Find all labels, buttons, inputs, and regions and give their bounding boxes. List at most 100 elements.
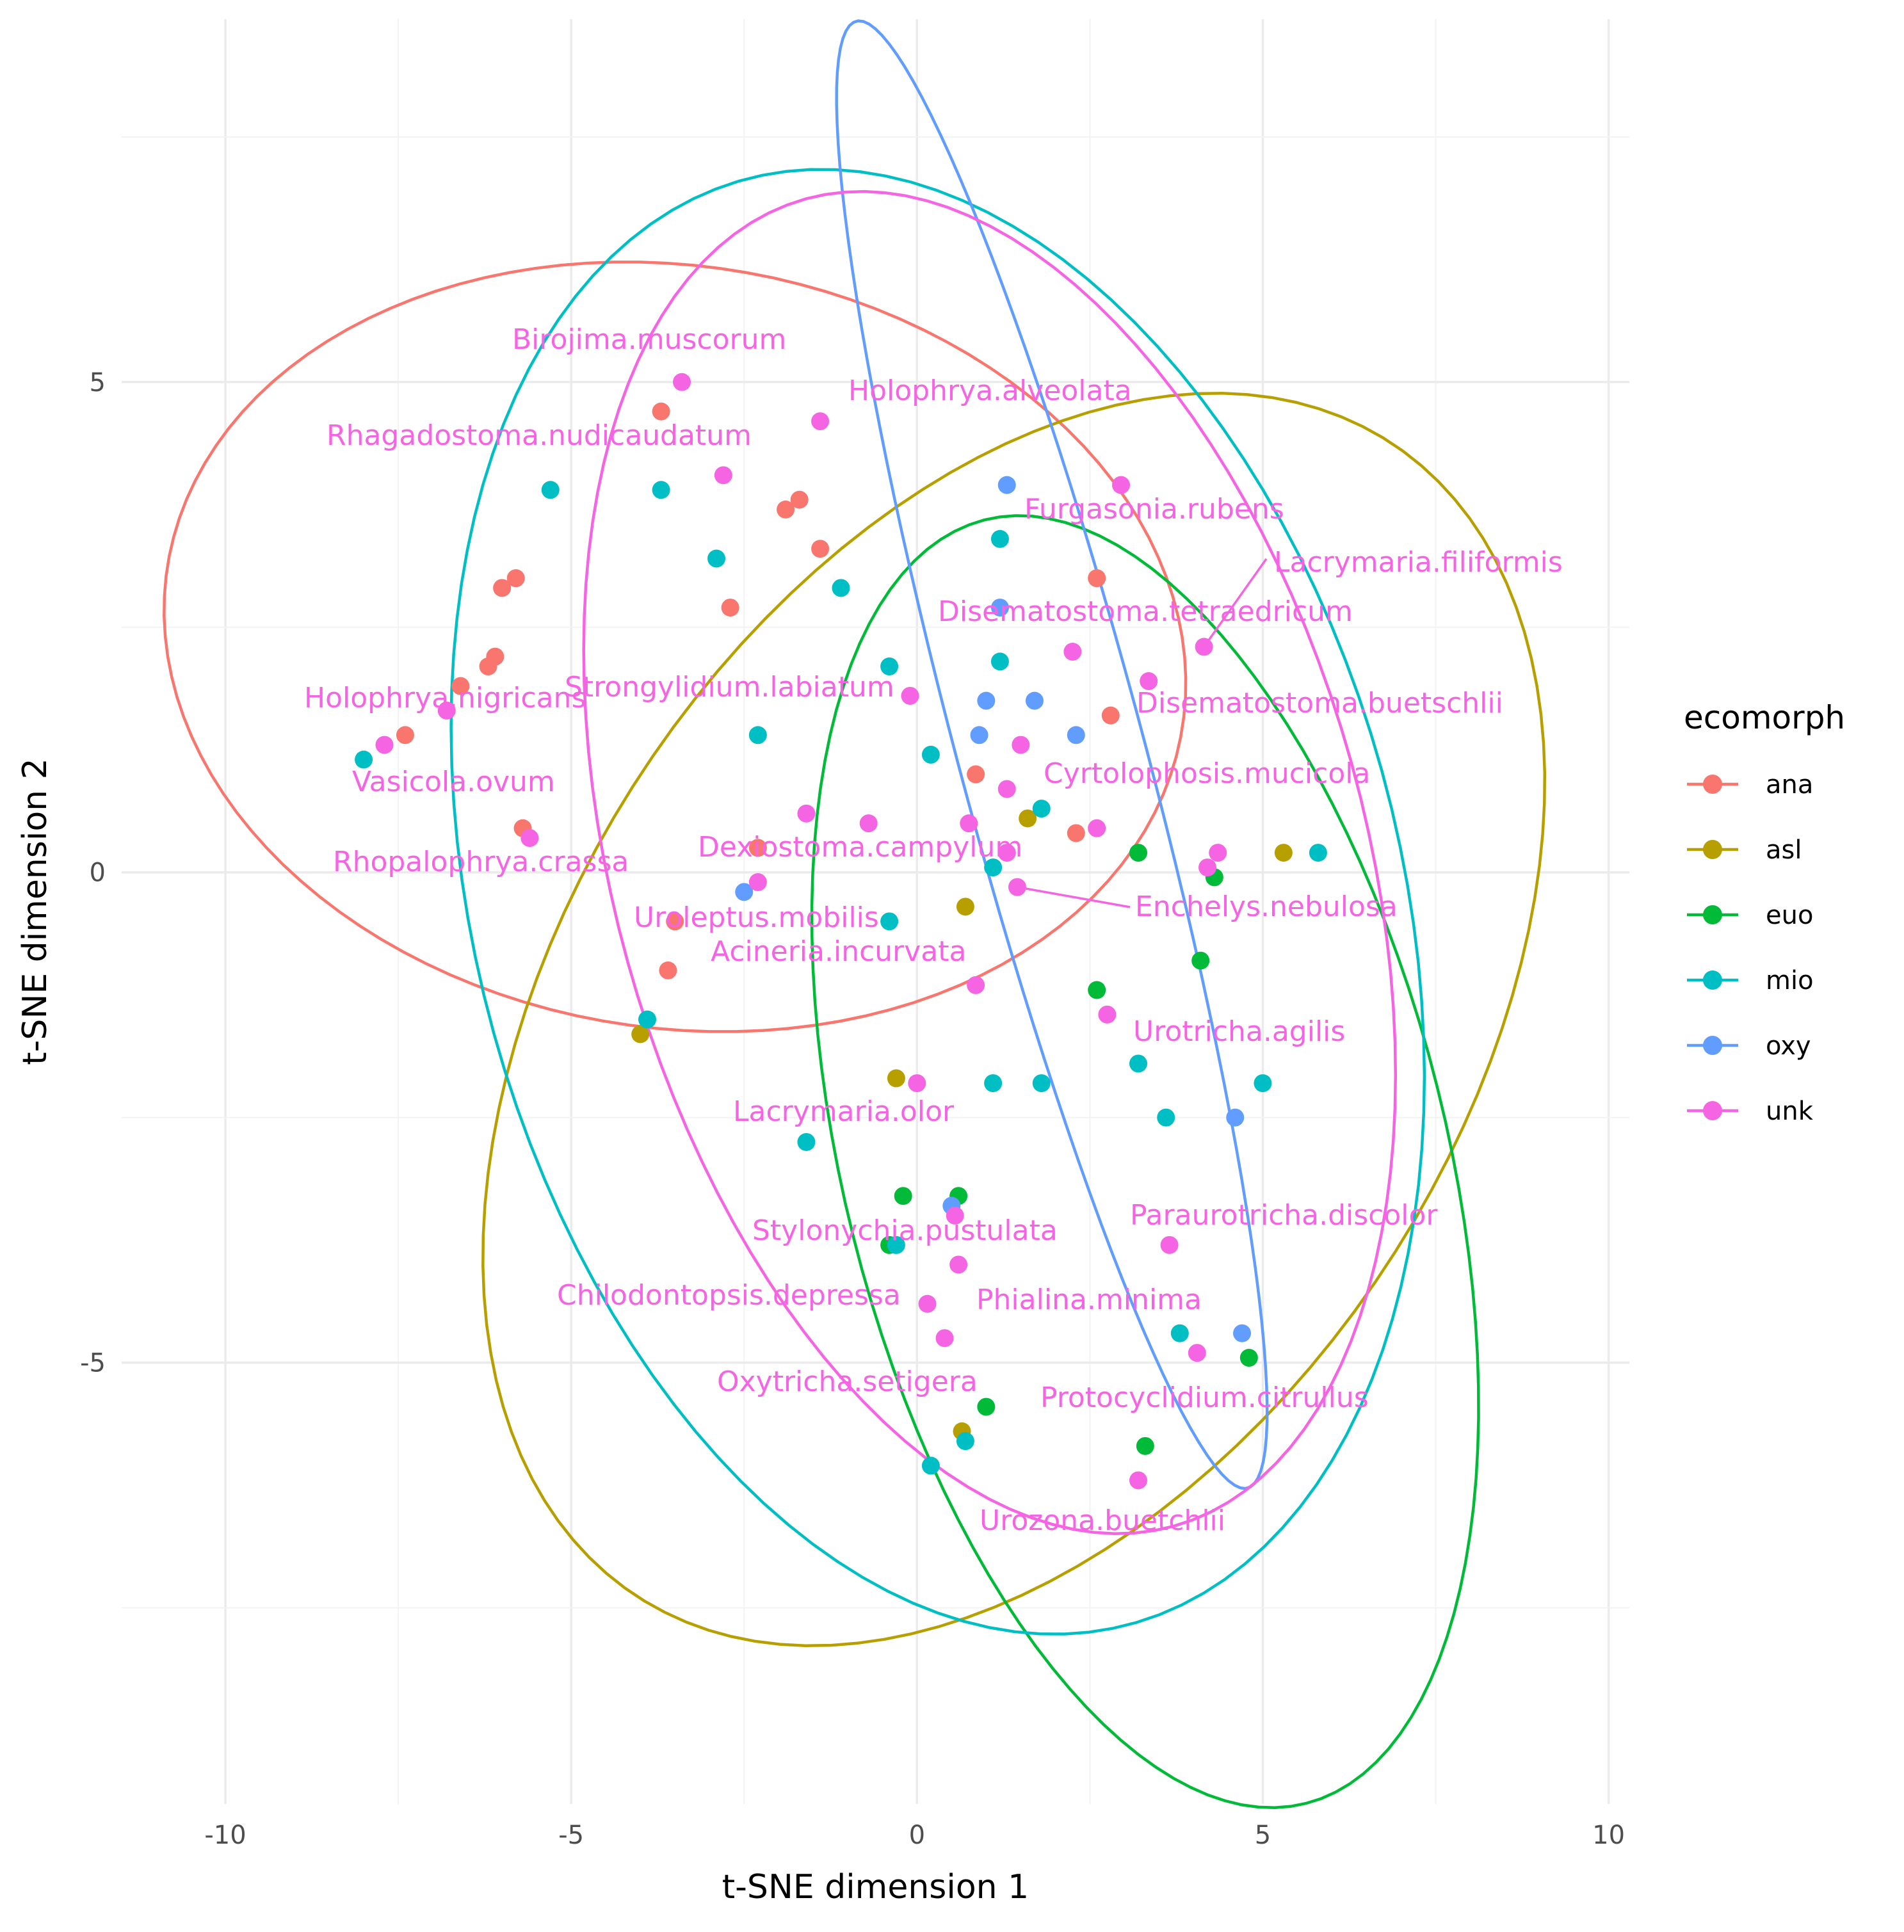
legend-key-point	[1703, 905, 1722, 924]
point-oxy	[1067, 726, 1085, 745]
ellipse-oxy	[835, 19, 1269, 1490]
point-oxy	[1226, 1108, 1245, 1127]
point-oxy	[735, 883, 754, 901]
point-label: Oxytricha.setigera	[717, 1365, 978, 1398]
point-unk	[901, 686, 919, 705]
point-label: Holophrya.nigricans	[304, 682, 586, 714]
legend-key-point	[1703, 840, 1722, 859]
point-mio	[990, 529, 1009, 548]
legend-key-point	[1703, 970, 1722, 990]
x-tick-label: 10	[1592, 1821, 1625, 1850]
point-label: Disematostoma.tetraedricum	[938, 595, 1353, 628]
point-label: Cyrtolophosis.mucicola	[1044, 757, 1370, 790]
point-unk	[1160, 1236, 1179, 1254]
y-axis-title: t-SNE dimension 2	[16, 758, 54, 1065]
legend-entries: ana asl euo mio oxy unk	[1687, 770, 1814, 1126]
point-ana	[1088, 569, 1106, 588]
point-euo	[1191, 951, 1210, 970]
point-euo	[894, 1187, 912, 1205]
point-mio	[355, 750, 373, 769]
point-asl	[956, 898, 974, 916]
point-mio	[1129, 1054, 1148, 1073]
point-label: Phialina.minima	[976, 1284, 1202, 1316]
point-ana	[652, 402, 670, 421]
point-euo	[1129, 844, 1148, 862]
point-label: Urozona.buetchlii	[980, 1504, 1225, 1537]
point-unk	[1088, 819, 1106, 837]
point-unk	[1129, 1471, 1148, 1490]
point-oxy	[977, 691, 996, 710]
point-unk	[859, 814, 878, 833]
point-unk	[748, 873, 767, 892]
point-mio	[921, 745, 940, 764]
point-mio	[1032, 800, 1051, 818]
ellipse-ana	[163, 261, 1188, 1033]
point-unk	[1063, 643, 1082, 661]
point-euo	[1136, 1437, 1154, 1455]
point-ana	[967, 765, 985, 784]
point-unk	[1195, 638, 1213, 656]
point-unk	[1209, 844, 1227, 862]
point-unk	[1188, 1344, 1206, 1362]
point-unk	[1008, 878, 1026, 896]
ellipse-asl	[481, 392, 1547, 1647]
point-label: Vasicola.ovum	[352, 766, 555, 798]
x-tick-label: -10	[204, 1821, 246, 1850]
point-oxy	[997, 476, 1016, 494]
point-unk	[946, 1206, 964, 1225]
point-euo	[1088, 981, 1106, 999]
point-label: Strongylidium.labiatum	[565, 671, 894, 704]
label-leader	[1203, 558, 1268, 648]
point-unk	[997, 780, 1016, 798]
point-unk	[797, 804, 816, 823]
x-axis-tick-labels: -10 -5 0 5 10	[204, 1821, 1625, 1850]
point-label: Urotricha.agilis	[1133, 1015, 1345, 1048]
point-label: Enchelys.nebulosa	[1135, 890, 1398, 923]
point-unk	[908, 1074, 926, 1093]
point-mio	[880, 912, 899, 931]
point-label: Rhagadostoma.nudicaudatum	[327, 419, 752, 452]
point-unk	[1111, 476, 1130, 494]
point-mio	[541, 481, 560, 499]
point-ana	[1101, 706, 1120, 725]
point-labels: Birojima.muscorum Holophrya.alveolata Rhag…	[304, 323, 1563, 1537]
point-ana	[479, 657, 497, 676]
point-mio	[652, 481, 670, 499]
point-mio	[1309, 844, 1327, 862]
point-mio	[921, 1456, 940, 1475]
point-ana	[396, 726, 414, 745]
point-unk	[960, 814, 978, 833]
point-asl	[631, 1025, 650, 1043]
legend-key-point	[1703, 1101, 1722, 1120]
y-tick-label: -5	[80, 1349, 106, 1378]
y-axis-tick-labels: -5 0 5	[80, 368, 106, 1378]
point-ana	[721, 599, 739, 617]
point-ana	[493, 579, 512, 597]
point-ana	[748, 839, 767, 857]
point-euo	[1239, 1349, 1258, 1367]
point-mio	[707, 549, 726, 568]
legend-label-ana: ana	[1766, 770, 1813, 800]
point-label: Holophrya.alveolata	[848, 374, 1132, 407]
point-mio	[638, 1010, 657, 1029]
ellipse-mio	[449, 168, 1426, 1636]
point-euo	[977, 1397, 996, 1416]
point-unk	[918, 1294, 937, 1313]
point-oxy	[1025, 691, 1044, 710]
point-unk	[811, 412, 830, 431]
point-asl	[1274, 844, 1293, 862]
point-unk	[714, 466, 732, 485]
point-label: Chilodontopsis.depressa	[557, 1279, 901, 1312]
point-label: Lacrymaria.filiformis	[1274, 546, 1563, 579]
grid	[122, 19, 1629, 1804]
point-mio	[797, 1132, 816, 1151]
point-mio	[880, 657, 899, 676]
point-asl	[887, 1069, 905, 1088]
point-label: Disematostoma.buetschlii	[1136, 687, 1503, 720]
point-label: Birojima.muscorum	[512, 323, 786, 356]
legend-key-point	[1703, 775, 1722, 794]
point-unk	[673, 373, 691, 391]
data-points	[355, 373, 1327, 1490]
label-leader-lines	[1017, 558, 1268, 908]
point-mio	[832, 579, 850, 597]
